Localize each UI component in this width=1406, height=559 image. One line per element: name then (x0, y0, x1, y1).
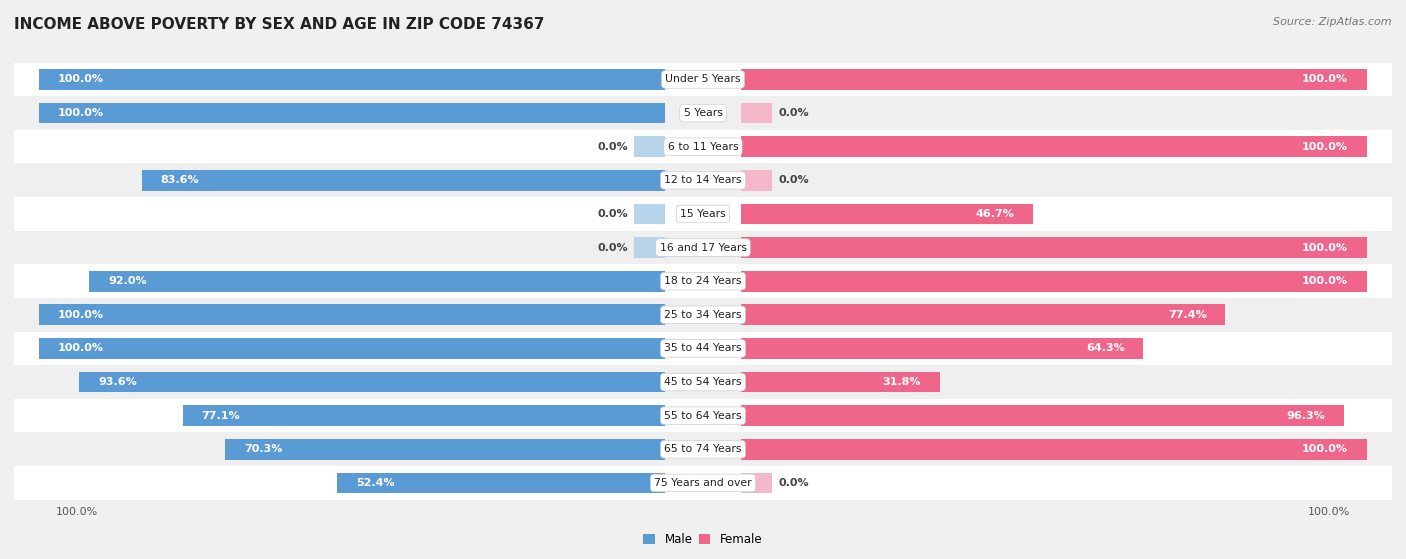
Bar (741, 305, 1226, 325)
Text: 0.0%: 0.0% (778, 478, 808, 488)
Text: 75 Years and over: 75 Years and over (654, 478, 752, 488)
Bar (14, 96, 1392, 130)
Text: 100.0%: 100.0% (1302, 276, 1348, 286)
Bar (14, 197, 1392, 231)
Text: 0.0%: 0.0% (598, 243, 628, 253)
Bar (14, 231, 1392, 264)
Bar (741, 338, 1143, 359)
Bar (39, 338, 665, 359)
Text: 0.0%: 0.0% (598, 209, 628, 219)
Text: 100.0%: 100.0% (58, 108, 104, 118)
Bar (225, 439, 665, 459)
Bar (741, 405, 1344, 426)
Bar (741, 170, 772, 191)
Text: 31.8%: 31.8% (883, 377, 921, 387)
Text: 18 to 24 Years: 18 to 24 Years (664, 276, 742, 286)
Text: 25 to 34 Years: 25 to 34 Years (664, 310, 742, 320)
Bar (337, 472, 665, 494)
Bar (14, 163, 1392, 197)
Text: 0.0%: 0.0% (778, 176, 808, 186)
Text: 100.0%: 100.0% (58, 74, 104, 84)
Text: 64.3%: 64.3% (1085, 343, 1125, 353)
Bar (14, 399, 1392, 433)
Bar (634, 203, 665, 224)
Text: 35 to 44 Years: 35 to 44 Years (664, 343, 742, 353)
Bar (14, 298, 1392, 331)
Bar (741, 136, 1367, 157)
Bar (39, 69, 665, 90)
Text: 100.0%: 100.0% (58, 310, 104, 320)
Bar (142, 170, 665, 191)
Text: 77.1%: 77.1% (201, 411, 240, 421)
Text: 70.3%: 70.3% (243, 444, 283, 454)
Bar (741, 237, 1367, 258)
Text: 92.0%: 92.0% (108, 276, 146, 286)
Text: Under 5 Years: Under 5 Years (665, 74, 741, 84)
Bar (741, 372, 939, 392)
Text: 6 to 11 Years: 6 to 11 Years (668, 141, 738, 151)
Bar (14, 63, 1392, 96)
Bar (39, 305, 665, 325)
Bar (741, 69, 1367, 90)
Bar (741, 472, 772, 494)
Bar (14, 365, 1392, 399)
Text: Source: ZipAtlas.com: Source: ZipAtlas.com (1274, 17, 1392, 27)
Text: 93.6%: 93.6% (98, 377, 136, 387)
Text: 100.0%: 100.0% (1302, 74, 1348, 84)
Bar (14, 130, 1392, 163)
Text: 45 to 54 Years: 45 to 54 Years (664, 377, 742, 387)
Text: 0.0%: 0.0% (778, 108, 808, 118)
Text: INCOME ABOVE POVERTY BY SEX AND AGE IN ZIP CODE 74367: INCOME ABOVE POVERTY BY SEX AND AGE IN Z… (14, 17, 544, 32)
Text: 100.0%: 100.0% (1302, 243, 1348, 253)
Bar (183, 405, 665, 426)
Bar (634, 237, 665, 258)
Text: 46.7%: 46.7% (976, 209, 1014, 219)
Text: 96.3%: 96.3% (1286, 411, 1324, 421)
Text: 0.0%: 0.0% (598, 141, 628, 151)
Text: 100.0%: 100.0% (58, 343, 104, 353)
Text: 16 and 17 Years: 16 and 17 Years (659, 243, 747, 253)
Bar (39, 103, 665, 124)
Bar (634, 136, 665, 157)
Text: 100.0%: 100.0% (1302, 141, 1348, 151)
Bar (14, 433, 1392, 466)
Bar (14, 331, 1392, 365)
Text: 65 to 74 Years: 65 to 74 Years (664, 444, 742, 454)
Bar (741, 271, 1367, 292)
Text: 5 Years: 5 Years (683, 108, 723, 118)
Bar (14, 466, 1392, 500)
Text: 83.6%: 83.6% (160, 176, 200, 186)
Bar (741, 103, 772, 124)
Bar (79, 372, 665, 392)
Bar (741, 439, 1367, 459)
Text: 52.4%: 52.4% (356, 478, 395, 488)
Text: 100.0%: 100.0% (1302, 444, 1348, 454)
Bar (741, 203, 1033, 224)
Bar (89, 271, 665, 292)
Text: 12 to 14 Years: 12 to 14 Years (664, 176, 742, 186)
Legend: Male, Female: Male, Female (638, 528, 768, 551)
Text: 55 to 64 Years: 55 to 64 Years (664, 411, 742, 421)
Text: 15 Years: 15 Years (681, 209, 725, 219)
Bar (14, 264, 1392, 298)
Text: 77.4%: 77.4% (1168, 310, 1206, 320)
